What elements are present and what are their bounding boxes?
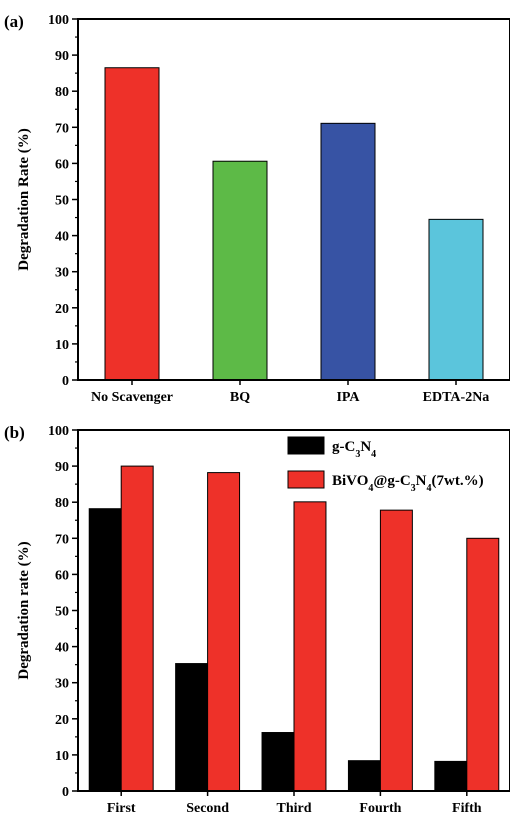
y-tick-label: 30: [55, 677, 69, 692]
bar-series1-second: [175, 663, 209, 792]
x-tick-label: EDTA-2Na: [423, 390, 490, 405]
y-tick-label: 20: [55, 713, 69, 728]
bar-series1-fifth: [434, 760, 468, 792]
x-tick-label: No Scavenger: [91, 390, 173, 405]
y-tick-label: 40: [55, 641, 69, 656]
y-tick-label: 90: [55, 49, 69, 64]
y-tick-label: 50: [55, 194, 69, 209]
bar-series2-second: [207, 472, 241, 792]
bar-bq: [212, 160, 268, 381]
x-tick-label: BQ: [230, 390, 250, 405]
y-tick-label: 30: [55, 266, 69, 281]
x-tick-label: Fifth: [452, 801, 482, 814]
bar-series2-third: [293, 501, 327, 792]
x-tick-label: IPA: [336, 390, 360, 405]
y-tick-label: 10: [55, 338, 69, 353]
bar-ipa: [320, 122, 376, 381]
y-tick-label: 100: [48, 13, 69, 28]
y-tick-label: 0: [62, 785, 69, 800]
panel-label: (a): [4, 12, 24, 31]
y-axis-title: Degradation rate (%): [16, 541, 32, 679]
y-tick-label: 100: [48, 424, 69, 439]
bar-edta-2na: [428, 218, 484, 381]
x-tick-label: Second: [186, 801, 229, 814]
y-tick-label: 60: [55, 568, 69, 583]
y-tick-label: 70: [55, 532, 69, 547]
legend-swatch: [287, 470, 325, 489]
y-tick-label: 0: [62, 374, 69, 389]
y-tick-label: 80: [55, 85, 69, 100]
bar-no-scavenger: [104, 67, 160, 381]
panel-a-chart: (a) 0 10 20 30 40 50 60 70 80 90 100 Degradation Rat…: [4, 12, 510, 405]
x-tick-label: Fourth: [359, 801, 401, 814]
y-tick-label: 10: [55, 749, 69, 764]
x-tick-label: Third: [276, 801, 311, 814]
y-tick-label: 80: [55, 496, 69, 511]
legend-label: g-C3N4: [332, 439, 376, 460]
panel-b-chart: (b) 0 10 20 30 40 50 60 70 80 90 100 Degradation rat…: [4, 423, 510, 814]
legend-swatch: [287, 436, 325, 455]
legend-label: BiVO4@g-C3N4(7wt.%): [332, 473, 484, 494]
panel-label: (b): [4, 423, 25, 442]
y-tick-label: 70: [55, 121, 69, 136]
y-tick-label: 90: [55, 460, 69, 475]
y-tick-label: 20: [55, 302, 69, 317]
plot-frame: [77, 18, 510, 381]
y-tick-label: 60: [55, 157, 69, 172]
plot-frame: [77, 429, 510, 792]
bar-series1-third: [261, 732, 295, 792]
bar-series2-first: [120, 465, 154, 792]
x-tick-label: First: [107, 801, 136, 814]
y-tick-label: 50: [55, 605, 69, 620]
bar-series2-fourth: [379, 509, 413, 792]
bar-series1-first: [88, 508, 122, 792]
y-tick-label: 40: [55, 230, 69, 245]
bar-series2-fifth: [466, 537, 500, 792]
bar-series1-fourth: [347, 760, 381, 792]
y-axis-title: Degradation Rate (%): [16, 128, 32, 270]
